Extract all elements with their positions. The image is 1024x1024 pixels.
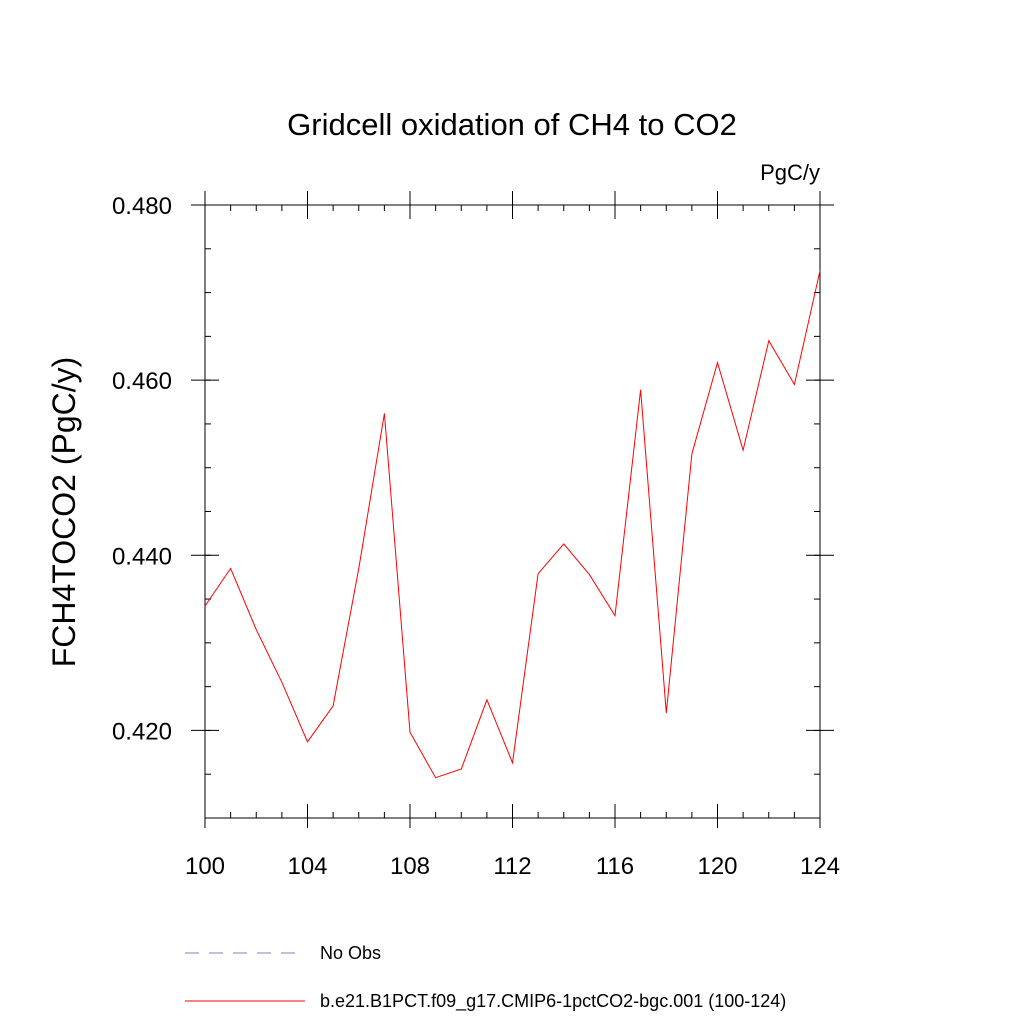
data-point <box>665 711 668 714</box>
minor-ticks <box>204 204 821 819</box>
data-point <box>742 449 745 452</box>
data-point <box>793 383 796 386</box>
data-point <box>255 628 258 631</box>
x-axis: 100 104 108 112 116 120 124 <box>185 191 840 880</box>
data-point <box>819 269 822 272</box>
data-point <box>229 567 232 570</box>
x-tick-label: 124 <box>800 853 840 880</box>
y-tick-label: 0.440 <box>112 543 172 570</box>
y-axis-label: FCH4TOCO2 (PgC/y) <box>46 357 82 668</box>
data-point <box>357 567 360 570</box>
y-tick-label: 0.420 <box>112 718 172 745</box>
data-point <box>460 767 463 770</box>
data-point <box>690 452 693 455</box>
legend: No Obs b.e21.B1PCT.f09_g17.CMIP6-1pctCO2… <box>185 943 786 1012</box>
x-tick-label: 112 <box>493 853 531 880</box>
series-line <box>204 270 821 779</box>
data-point <box>537 572 540 575</box>
data-point <box>383 412 386 415</box>
data-point <box>306 740 309 743</box>
data-point <box>639 388 642 391</box>
data-point <box>204 605 207 608</box>
data-point <box>562 542 565 545</box>
x-tick-label: 100 <box>185 853 225 880</box>
y-axis: 0.420 0.440 0.460 0.480 <box>112 193 834 745</box>
data-point <box>409 731 412 734</box>
y-tick-label: 0.480 <box>112 193 172 220</box>
x-tick-label: 116 <box>596 853 634 880</box>
x-tick-label: 104 <box>287 853 327 880</box>
data-point <box>716 361 719 364</box>
data-point <box>434 776 437 779</box>
series-layer <box>204 269 822 779</box>
y-tick-label: 0.460 <box>112 368 172 395</box>
data-point <box>280 681 283 684</box>
legend-label-no-obs: No Obs <box>320 943 381 963</box>
chart-title: Gridcell oxidation of CH4 to CO2 <box>287 107 737 142</box>
data-point <box>588 573 591 576</box>
data-point <box>485 698 488 701</box>
data-point <box>614 614 617 617</box>
plot-frame <box>204 204 821 819</box>
data-point <box>511 761 514 764</box>
units-label: PgC/y <box>760 160 820 185</box>
data-point <box>332 704 335 707</box>
data-point <box>767 339 770 342</box>
x-tick-label: 108 <box>390 853 430 880</box>
legend-label-model: b.e21.B1PCT.f09_g17.CMIP6-1pctCO2-bgc.00… <box>320 991 786 1012</box>
x-tick-label: 120 <box>697 853 737 880</box>
